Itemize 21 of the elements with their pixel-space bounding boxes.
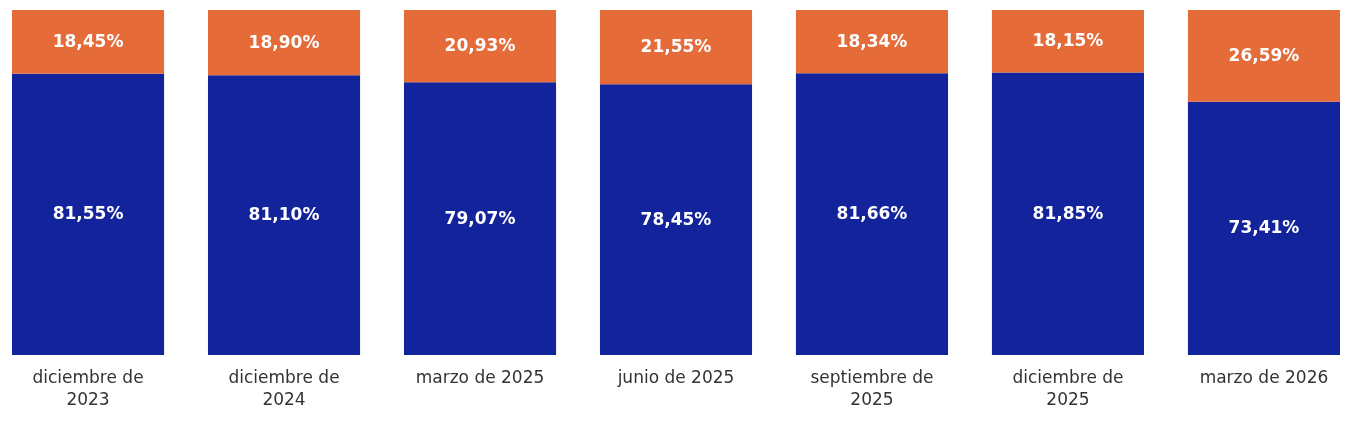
x-tick-label: marzo de 2026 [1199, 366, 1329, 387]
data-label: 21,55% [640, 36, 712, 57]
x-tick-label: diciembre de 2023 [32, 366, 144, 409]
x-tick-label: junio de 2025 [616, 366, 735, 387]
data-label: 81,10% [248, 204, 320, 225]
data-label: 26,59% [1228, 44, 1300, 65]
x-tick-label: diciembre de 2024 [228, 366, 340, 409]
data-label: 78,45% [640, 208, 712, 229]
data-label: 20,93% [444, 35, 516, 56]
data-label: 18,45% [52, 30, 124, 51]
data-label: 18,90% [248, 31, 320, 52]
x-tick-label: diciembre de 2025 [1012, 366, 1124, 409]
data-label: 18,15% [1032, 30, 1104, 51]
x-tick-label: marzo de 2025 [415, 366, 545, 387]
x-tick-label: septiembre de 2025 [810, 366, 934, 409]
data-label: 73,41% [1228, 217, 1300, 238]
data-label: 81,55% [52, 203, 124, 224]
data-label: 18,34% [836, 30, 908, 51]
data-label: 79,07% [444, 207, 516, 228]
data-label: 81,85% [1032, 202, 1104, 223]
data-label: 81,66% [836, 203, 908, 224]
